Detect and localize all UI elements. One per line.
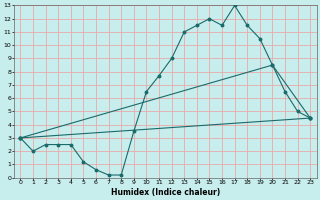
X-axis label: Humidex (Indice chaleur): Humidex (Indice chaleur) [111, 188, 220, 197]
